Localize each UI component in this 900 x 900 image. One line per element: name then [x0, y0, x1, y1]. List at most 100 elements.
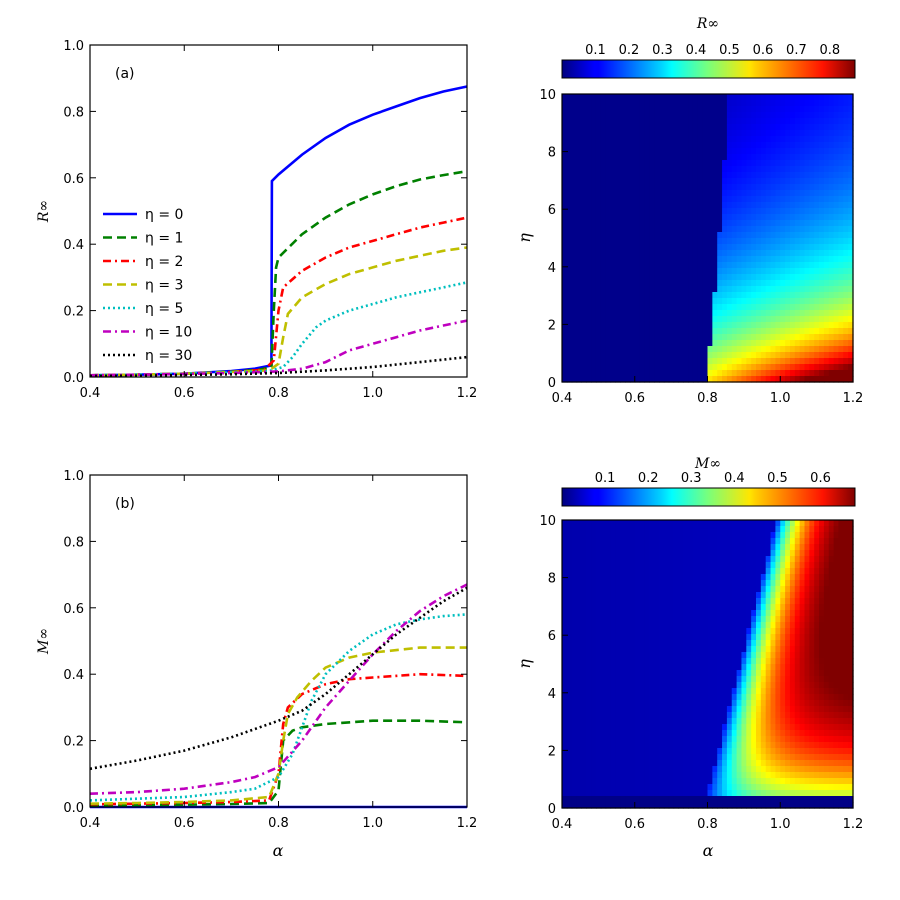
heat-cell [697, 688, 704, 695]
heat-cell [707, 580, 713, 587]
heat-cell [814, 574, 820, 581]
heat-cell [760, 352, 767, 359]
heat-cell [838, 622, 844, 629]
heat-cell [605, 598, 612, 605]
heat-cell [731, 598, 738, 605]
heat-cell [576, 250, 582, 257]
heat-cell [833, 184, 840, 191]
heat-cell [794, 190, 801, 197]
heat-cell [644, 196, 650, 203]
heat-cell [692, 94, 699, 101]
heat-cell [789, 178, 796, 185]
heat-cell [828, 106, 835, 113]
heat-cell [576, 292, 582, 299]
heat-cell [697, 676, 704, 683]
y-tick-label: 0.2 [63, 735, 84, 750]
heat-cell [625, 94, 631, 101]
heat-cell [809, 220, 815, 227]
heat-cell [649, 340, 655, 347]
heat-cell [625, 238, 631, 245]
heat-cell [576, 130, 582, 137]
heat-cell [799, 550, 806, 557]
heat-cell [809, 196, 815, 203]
heat-cell [654, 364, 660, 371]
heat-cell [780, 208, 786, 215]
heat-cell [702, 706, 709, 713]
heat-cell [600, 634, 607, 641]
heat-cell [838, 646, 844, 653]
heat-cell [610, 688, 616, 695]
heat-cell [775, 124, 781, 131]
heat-cell [600, 658, 607, 665]
heat-cell [712, 100, 718, 107]
heat-cell [673, 202, 679, 209]
heat-cell [712, 556, 718, 563]
heat-cell [717, 160, 723, 167]
heat-cell [692, 136, 699, 143]
heat-cell [692, 532, 699, 539]
heat-cell [712, 352, 718, 359]
heat-cell [736, 310, 743, 317]
heat-cell [770, 124, 776, 131]
heat-cell [814, 682, 820, 689]
heat-cell [707, 142, 713, 149]
heat-cell [591, 610, 597, 617]
heat-cell [712, 346, 718, 353]
heat-cell [625, 676, 631, 683]
heat-cell [804, 586, 810, 593]
heat-cell [697, 634, 704, 641]
heat-cell [726, 586, 733, 593]
heat-cell [692, 658, 699, 665]
heat-cell [692, 238, 699, 245]
heat-cell [634, 124, 641, 131]
heat-cell [659, 232, 665, 239]
heat-cell [663, 94, 670, 101]
heat-cell [828, 322, 835, 329]
heat-cell [605, 700, 612, 707]
heat-cell [634, 160, 641, 167]
heat-cell [634, 670, 641, 677]
heat-cell [673, 148, 679, 155]
heat-cell [581, 94, 587, 101]
heat-cell [848, 568, 854, 575]
heat-cell [741, 292, 747, 299]
heat-cell [770, 688, 776, 695]
heat-cell [702, 688, 709, 695]
heat-cell [756, 532, 762, 539]
heat-cell [770, 202, 776, 209]
heat-cell [697, 520, 704, 527]
heat-cell [765, 136, 772, 143]
heat-cell [760, 214, 767, 221]
heat-cell [707, 196, 713, 203]
heat-cell [741, 172, 747, 179]
heat-cell [576, 700, 582, 707]
heat-cell [736, 688, 743, 695]
heat-cell [610, 238, 616, 245]
heat-cell [639, 340, 646, 347]
heat-cell [615, 154, 621, 161]
heat-cell [576, 598, 582, 605]
heat-cell [736, 694, 743, 701]
heat-cell [789, 556, 796, 563]
heat-cell [615, 616, 621, 623]
heat-cell [562, 646, 568, 653]
heat-cell [644, 712, 650, 719]
heat-cell [707, 322, 713, 329]
heat-cell [644, 238, 650, 245]
heat-cell [722, 700, 728, 707]
heat-cell [697, 292, 704, 299]
heat-cell [717, 640, 723, 647]
heat-cell [838, 652, 844, 659]
heat-cell [780, 136, 786, 143]
heat-cell [678, 364, 684, 371]
heat-cell [794, 118, 801, 125]
heat-cell [625, 232, 631, 239]
heat-cell [654, 202, 660, 209]
heat-cell [746, 262, 752, 269]
heat-cell [765, 700, 772, 707]
heat-cell [838, 676, 844, 683]
heat-cell [828, 136, 835, 143]
heat-cell [697, 616, 704, 623]
heat-cell [668, 346, 675, 353]
heat-cell [794, 142, 801, 149]
